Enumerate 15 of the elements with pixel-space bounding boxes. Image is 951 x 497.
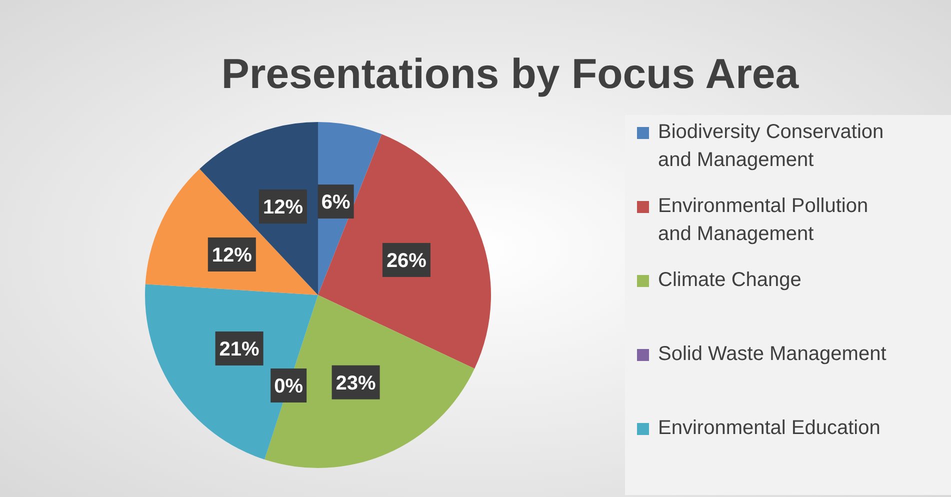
pie-slice bbox=[318, 134, 491, 369]
legend-label: Biodiversity Conservation and Management bbox=[658, 121, 884, 171]
data-label: 23% bbox=[336, 372, 376, 394]
data-label: 26% bbox=[386, 250, 427, 272]
data-label: 6% bbox=[321, 192, 350, 214]
legend-label: Climate Change bbox=[658, 269, 802, 291]
legend-label: Solid Waste Management bbox=[658, 343, 887, 365]
legend-label: Environmental Education bbox=[658, 417, 880, 439]
pie-slice bbox=[264, 295, 475, 468]
data-label: 21% bbox=[219, 338, 260, 360]
data-label: 12% bbox=[212, 244, 252, 266]
legend-label: Environmental Pollution and Management bbox=[658, 195, 868, 245]
text: 0% bbox=[274, 375, 304, 398]
chart-title: Presentations by Focus Area bbox=[221, 50, 800, 97]
data-label: 12% bbox=[262, 196, 304, 219]
